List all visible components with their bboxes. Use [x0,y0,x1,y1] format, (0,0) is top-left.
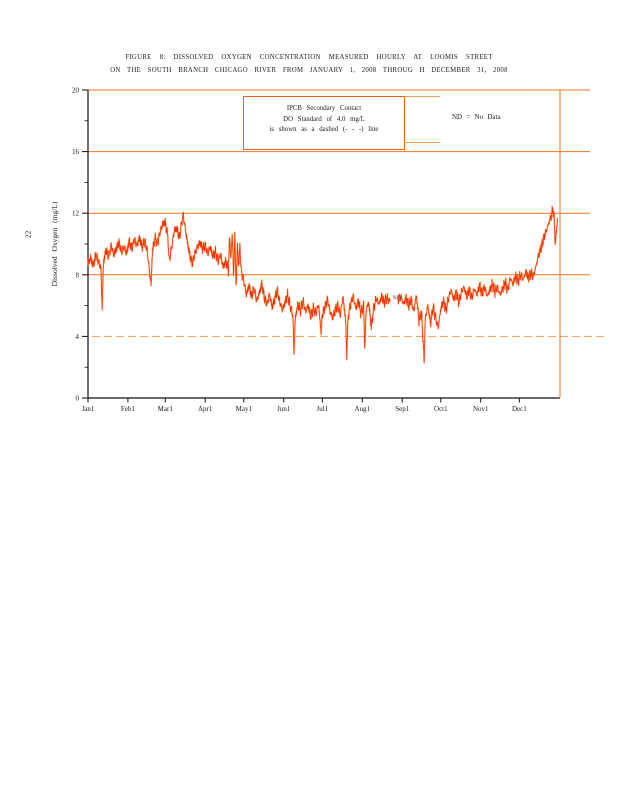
legend-line-3: is shown as a dashed (- - -) line [269,126,379,133]
legend-box-extension-bottom [404,142,440,143]
x-tick-label: Mar1 [158,405,174,413]
figure-caption: FIGURE 8: DISSOLVED OXYGEN CONCENTRATION… [30,51,588,77]
x-tick-label: Sep1 [395,405,410,413]
tick-labels: 0 4 8 12 16 20 Jan1 Feb1 Mar1 Apr1 May1 Jun1 Jul1 Aug… [72,87,527,414]
x-tick-label: Aug1 [354,405,370,413]
x-tick-label: Jun1 [277,405,291,413]
dissolved-oxygen-time-series-chart: 0 4 8 12 16 20 Jan1 Feb1 Mar1 Apr1 May1 Jun1 Jul1 Aug… [50,87,608,414]
axis-ticks [82,89,520,403]
y-axis-title: Dissolved Oxygen (mg/L) [50,201,59,286]
do-standard-legend-box: IPCB Secondary Contact DO Standard of 4.… [243,96,405,150]
figure-caption-line-2: ON THE SOUTH BRANCH CHICAGO RIVER FROM J… [110,67,508,74]
axes [87,90,561,399]
no-data-annotation: ND [393,295,402,301]
figure-caption-line-1: FIGURE 8: DISSOLVED OXYGEN CONCENTRATION… [125,54,493,61]
y-tick-label: 0 [76,395,80,403]
x-tick-label: Apr1 [198,405,213,413]
x-tick-label: Jul1 [317,405,329,413]
y-tick-label: 12 [72,210,80,218]
no-data-legend-note: ND = No Data [452,113,501,121]
y-tick-label: 16 [72,148,80,156]
x-tick-label: Nov1 [473,405,489,413]
y-tick-label: 8 [76,271,80,279]
x-tick-label: Jan1 [82,405,95,413]
legend-line-2: DO Standard of 4.0 mg/L [283,115,365,123]
y-gridlines [88,89,608,337]
do-series-line [87,205,559,364]
x-tick-label: May1 [236,405,253,413]
y-tick-label: 20 [72,87,80,95]
x-tick-label: Dec1 [512,405,527,413]
x-tick-label: Feb1 [121,405,136,413]
do-series-glow [87,205,559,364]
y-tick-label: 4 [76,333,80,341]
x-tick-label: Oct1 [434,405,448,413]
legend-box-extension-top [404,96,440,97]
legend-line-1: IPCB Secondary Contact [286,105,362,112]
